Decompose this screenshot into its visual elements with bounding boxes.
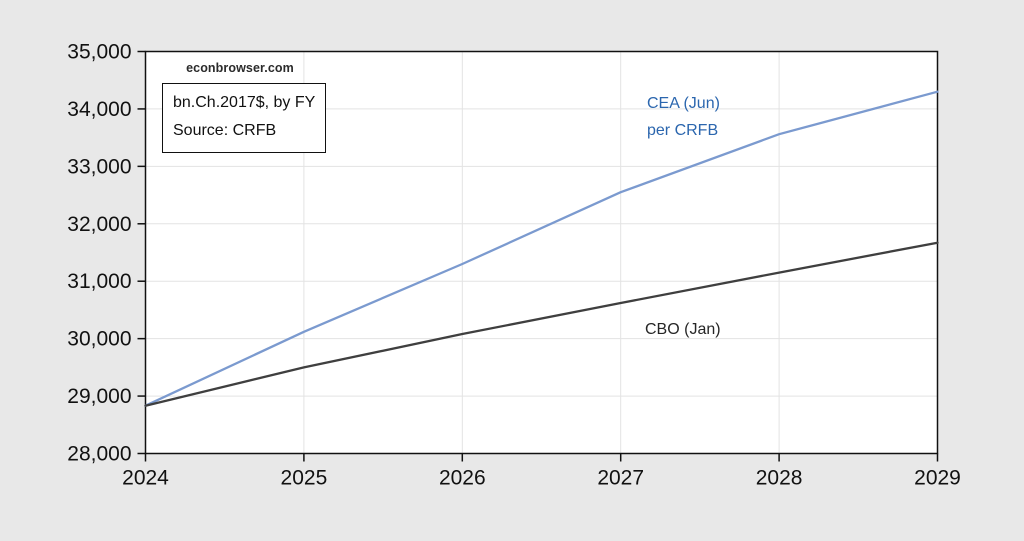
x-tick-label: 2027 xyxy=(597,467,644,490)
series-label-cea: CEA (Jun) per CRFB xyxy=(647,90,720,144)
x-tick-label: 2029 xyxy=(914,467,961,490)
y-tick-label: 32,000 xyxy=(67,213,131,236)
series-line-cbo xyxy=(144,241,939,407)
y-tick-label: 28,000 xyxy=(67,443,131,466)
y-tick-label: 34,000 xyxy=(67,98,131,121)
x-tick-label: 2026 xyxy=(439,467,486,490)
series-label-cbo: CBO (Jan) xyxy=(645,321,721,338)
watermark-text: econbrowser.com xyxy=(186,61,294,75)
x-tick-label: 2024 xyxy=(122,467,169,490)
x-tick-label: 2025 xyxy=(281,467,328,490)
y-tick-label: 29,000 xyxy=(67,385,131,408)
annotation-units: bn.Ch.2017$, by FY xyxy=(173,94,316,111)
annotation-source: Source: CRFB xyxy=(173,122,277,139)
annotation-box: bn.Ch.2017$, by FY Source: CRFB xyxy=(162,83,326,153)
y-tick-label: 30,000 xyxy=(67,328,131,351)
series-line-cea xyxy=(144,90,939,407)
x-tick-label: 2028 xyxy=(756,467,803,490)
y-tick-label: 33,000 xyxy=(67,155,131,178)
series-label-cea-line1: CEA (Jun) xyxy=(647,95,720,112)
series-label-cea-line2: per CRFB xyxy=(647,122,719,139)
y-tick-label: 31,000 xyxy=(67,270,131,293)
y-tick-label: 35,000 xyxy=(67,41,131,64)
plot-border xyxy=(144,50,939,455)
